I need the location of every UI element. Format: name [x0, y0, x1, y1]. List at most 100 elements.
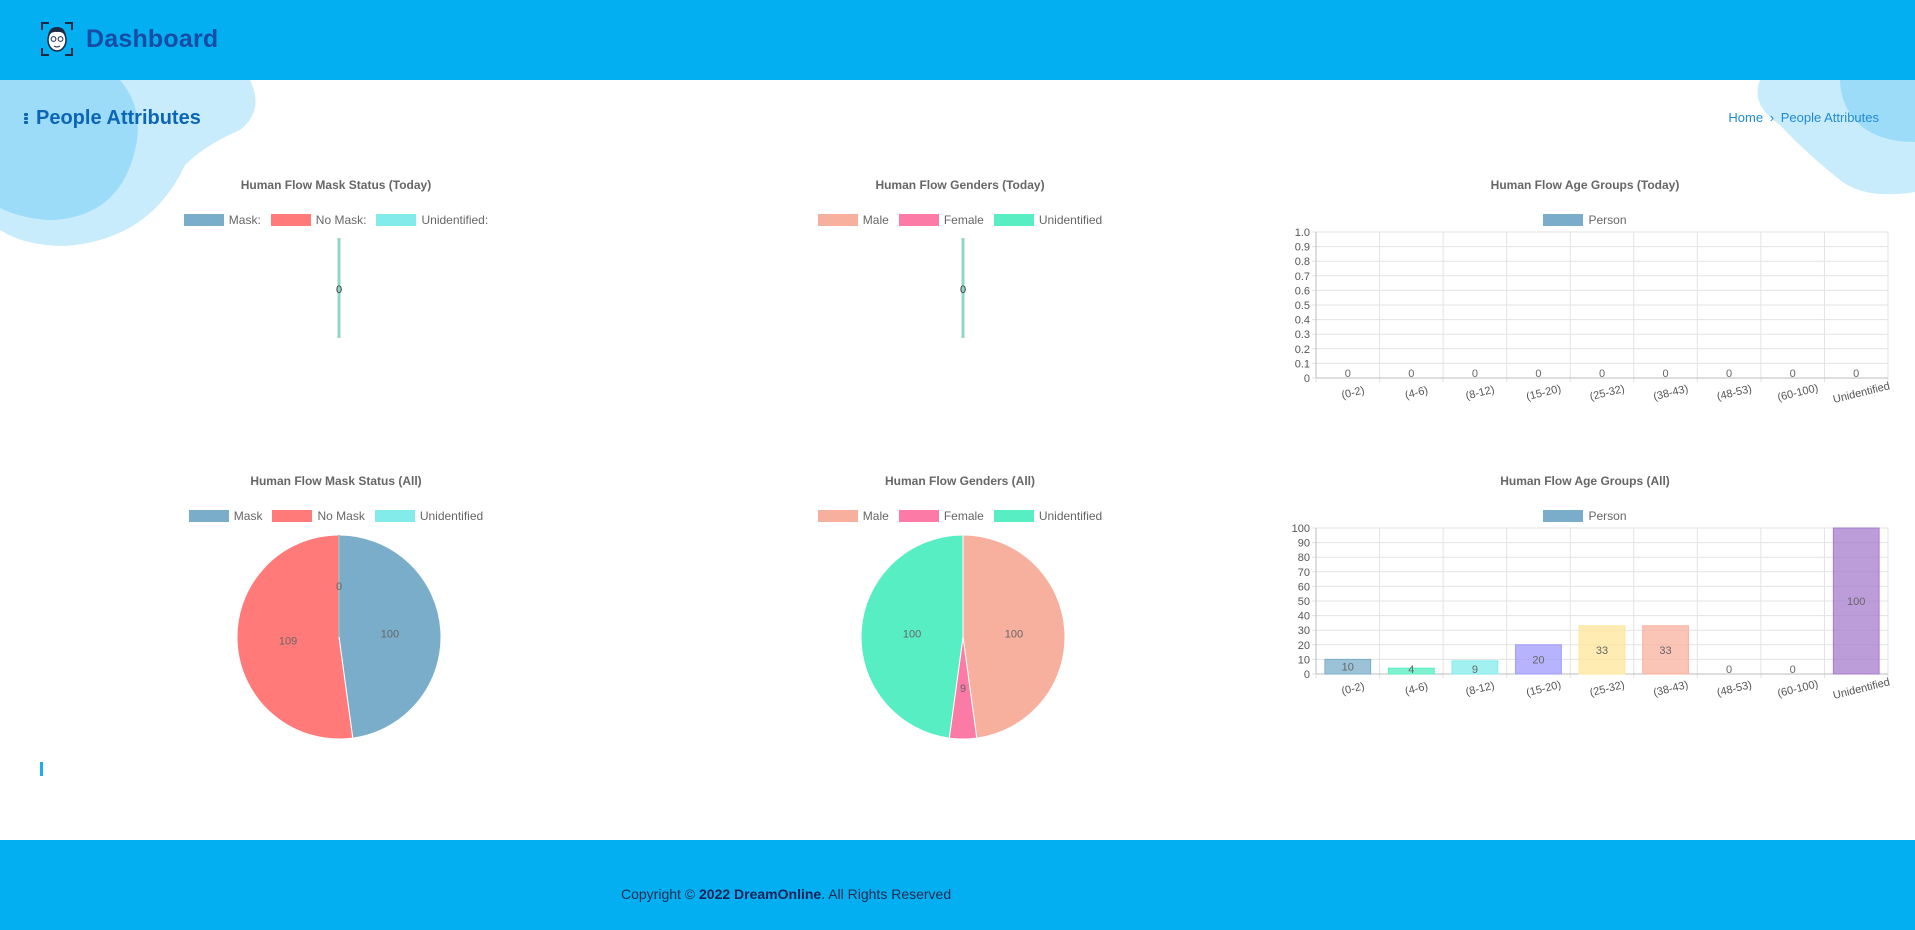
legend-item-female[interactable]: Female: [898, 213, 984, 227]
data-label: 10: [1298, 654, 1310, 666]
legend-swatch: [183, 214, 224, 226]
data-label: 10: [1342, 662, 1354, 674]
data-label: 0.8: [1295, 256, 1310, 268]
data-label: 0: [1599, 368, 1605, 380]
chart-age-all: Human Flow Age Groups (All) Person 0 10 20…: [1280, 466, 1891, 746]
bar-chart[interactable]: 0 0.1 0.2 0.3 0.4 0.5 0.6 0.7 0.8 0.9 1.0 0 (0-2) 0 (4…: [1280, 227, 1891, 408]
data-label: 0: [1304, 669, 1310, 681]
legend-item-mask[interactable]: Mask: [188, 509, 263, 523]
breadcrumb: Home › People Attributes: [1728, 110, 1879, 125]
data-label: (4-6): [1404, 680, 1429, 697]
bar-chart[interactable]: 0 10 20 30 40 50 60 70 80 90 100 10 (0-2) 4 (4-6) 9 (8-1…: [1280, 523, 1891, 704]
legend-label: Person: [1588, 213, 1627, 227]
chart-legend: Person: [1280, 509, 1890, 523]
pie-slice: [338, 534, 442, 739]
data-label: 4: [1408, 664, 1414, 676]
data-label: 0: [1853, 368, 1859, 380]
legend-item-unidentified[interactable]: Unidentified: [374, 509, 484, 523]
legend-label: Mask: [233, 509, 263, 523]
data-label: 9: [1472, 664, 1478, 676]
legend-item-male[interactable]: Male: [817, 509, 889, 523]
data-label: 0.2: [1295, 344, 1310, 356]
bar: [1515, 644, 1562, 675]
data-label: (25-32): [1589, 383, 1626, 403]
data-label: 20: [1298, 640, 1310, 652]
legend-item-female[interactable]: Female: [898, 509, 984, 523]
text-cursor: [40, 762, 43, 776]
data-label: 100: [381, 629, 399, 641]
chart-legend: Person: [1280, 213, 1890, 227]
data-label: 109: [279, 635, 297, 647]
bar: [1451, 660, 1499, 675]
legend-label: Male: [862, 213, 889, 227]
data-label: (0-2): [1340, 384, 1365, 401]
legend-swatch: [188, 510, 229, 522]
data-label: 0: [1345, 368, 1351, 380]
legend-swatch: [898, 214, 939, 226]
face-scan-icon: [41, 22, 73, 56]
data-label: 20: [1532, 654, 1544, 666]
legend-swatch: [993, 510, 1034, 522]
chart-title: Human Flow Age Groups (Today): [1490, 178, 1680, 192]
data-label: (15-20): [1525, 679, 1562, 699]
data-label: (4-6): [1404, 384, 1429, 401]
data-label: 100: [903, 629, 921, 641]
data-label: (60-100): [1776, 678, 1819, 700]
legend-item-unidentified[interactable]: Unidentified: [993, 213, 1102, 227]
data-label: 30: [1298, 625, 1310, 637]
app-title: Dashboard: [86, 24, 219, 53]
legend-swatch: [817, 214, 858, 226]
legend-label: No Mask: [317, 509, 365, 523]
data-label: 0: [1408, 368, 1414, 380]
pie-chart[interactable]: 100 109 0: [166, 530, 506, 740]
legend-swatch: [376, 214, 417, 226]
chart-legend: Male Female Unidentified: [790, 509, 1130, 523]
data-label: 0: [1535, 368, 1541, 380]
data-label: 0: [1726, 368, 1732, 380]
legend-label: Unidentified: [419, 509, 484, 523]
data-label: Unidentified: [1832, 380, 1891, 406]
bar: [1387, 667, 1435, 675]
breadcrumb-current-link[interactable]: People Attributes: [1780, 110, 1879, 125]
legend-item-male[interactable]: Male: [817, 213, 889, 227]
pie-chart[interactable]: 0: [166, 234, 506, 344]
footer: [0, 840, 1915, 930]
legend-item-no-mask[interactable]: No Mask: [272, 509, 365, 523]
data-label: (8-12): [1464, 680, 1495, 699]
data-label: 33: [1659, 645, 1671, 657]
breadcrumb-home-link[interactable]: Home: [1728, 110, 1764, 125]
data-label: 9: [960, 683, 966, 695]
data-label: 100: [1292, 523, 1310, 535]
top-header: Dashboard: [0, 0, 1915, 80]
bar: [1324, 658, 1372, 675]
data-label: 70: [1298, 567, 1310, 579]
copyright-company[interactable]: 2022 DreamOnline: [699, 886, 822, 902]
data-label: 50: [1298, 596, 1310, 608]
pie-chart[interactable]: 100 9 100: [790, 530, 1130, 740]
data-label: 0: [1472, 368, 1478, 380]
chart-genders-all: Human Flow Genders (All) Male Female Uni…: [790, 466, 1130, 746]
legend-item-unidentified[interactable]: Unidentified: [993, 509, 1102, 523]
legend-label: No Mask:: [315, 213, 367, 227]
legend-swatch: [272, 510, 313, 522]
data-label: 0: [1304, 373, 1310, 385]
legend-item-no-mask[interactable]: No Mask:: [270, 213, 367, 227]
breadcrumb-separator: ›: [1769, 110, 1775, 125]
data-label: 40: [1298, 611, 1310, 623]
data-label: 0: [1726, 664, 1732, 676]
legend-item-person[interactable]: Person: [1543, 213, 1627, 227]
data-label: 60: [1298, 581, 1310, 593]
data-label: (15-20): [1525, 383, 1562, 403]
legend-swatch: [1543, 510, 1584, 522]
legend-label: Unidentified:: [421, 213, 489, 227]
legend-item-person[interactable]: Person: [1543, 509, 1627, 523]
data-label: (48-53): [1716, 679, 1753, 699]
pie-chart[interactable]: 0: [790, 234, 1130, 344]
data-label: 0: [960, 284, 966, 296]
legend-item-unidentified[interactable]: Unidentified:: [376, 213, 488, 227]
chart-title: Human Flow Mask Status (All): [250, 474, 422, 488]
legend-label: Male: [862, 509, 889, 523]
legend-swatch: [374, 510, 415, 522]
brand[interactable]: Dashboard: [40, 21, 218, 57]
legend-item-mask[interactable]: Mask:: [183, 213, 261, 227]
